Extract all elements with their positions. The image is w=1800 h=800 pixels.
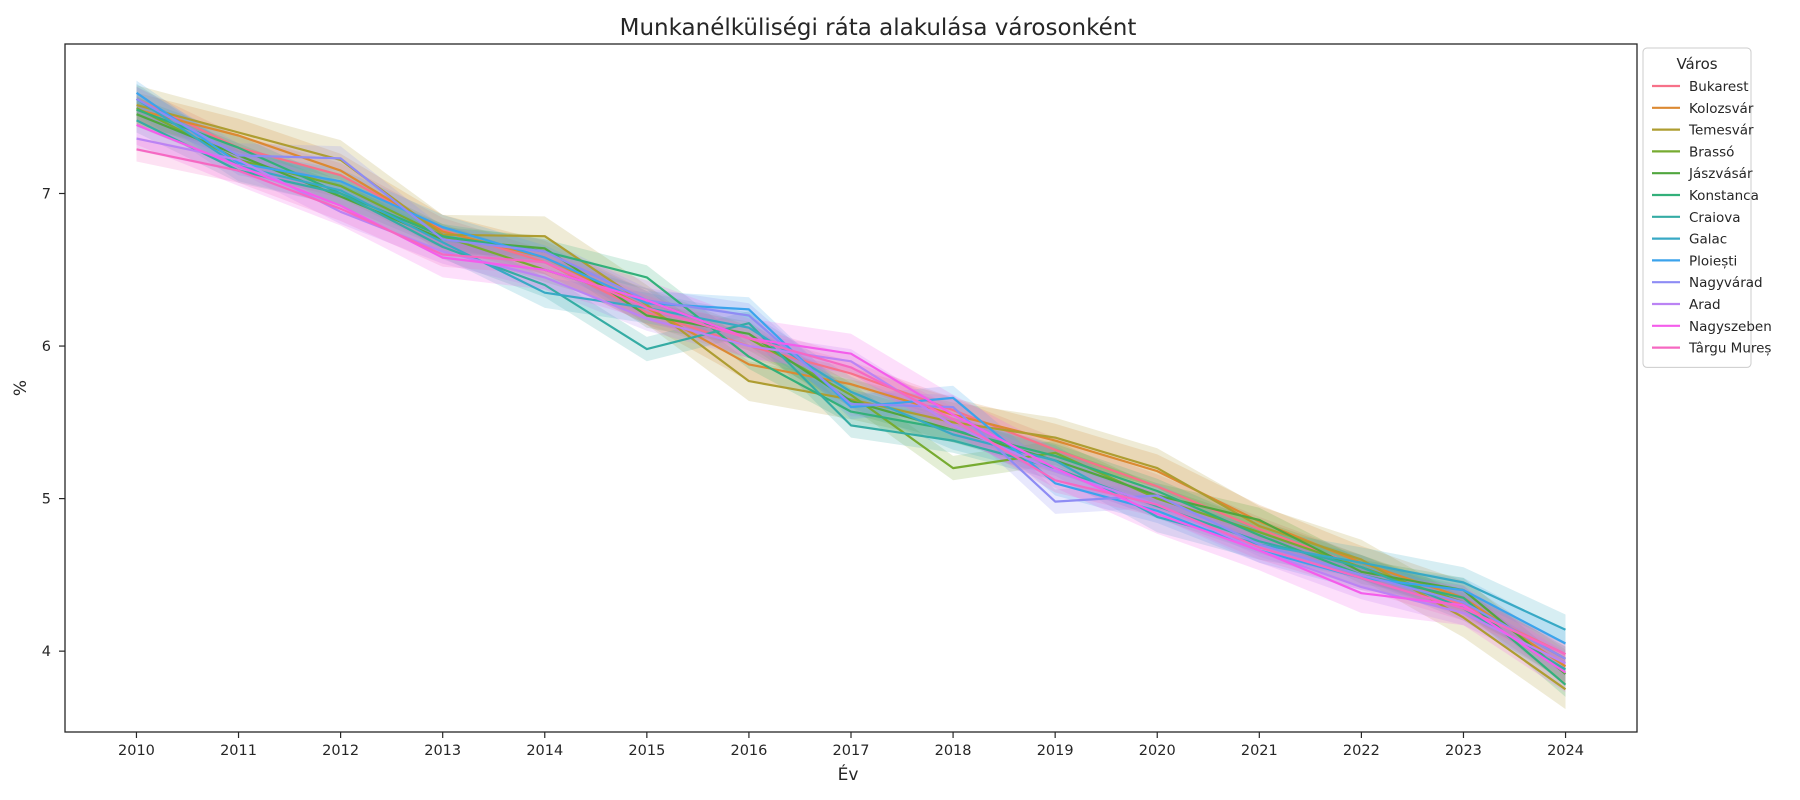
ci-band-kolozsvar <box>136 92 1566 684</box>
x-tick-label: 2014 <box>526 743 563 759</box>
ci-band-targu-mures <box>136 137 1566 667</box>
series-line-targu-mures <box>136 148 1566 656</box>
legend-label-kolozsvar: Kolozsvár <box>1689 101 1754 117</box>
x-tick-label: 2020 <box>1139 743 1176 759</box>
legend-label-jaszvasar: Jászvásár <box>1688 166 1753 182</box>
series-line-nagyvarad <box>135 97 1567 660</box>
legend-label-craiova: Craiova <box>1689 210 1741 226</box>
x-tick-label: 2023 <box>1445 743 1482 759</box>
x-tick-label: 2011 <box>220 743 257 759</box>
x-tick-label: 2024 <box>1547 743 1584 759</box>
legend-label-konstanca: Konstanca <box>1689 188 1759 204</box>
y-axis-label: % <box>11 380 31 396</box>
legend-title: Város <box>1676 55 1717 73</box>
ci-band-bukarest <box>136 86 1566 667</box>
ci-band-konstanca <box>136 97 1566 697</box>
legend-label-ploiesti: Ploiești <box>1689 253 1737 269</box>
chart-title: Munkanélküliségi ráta alakulása városonk… <box>620 15 1137 41</box>
x-tick-label: 2019 <box>1037 743 1074 759</box>
series-lines <box>135 91 1567 691</box>
series-line-craiova <box>136 119 1567 671</box>
y-tick-label: 5 <box>42 492 51 508</box>
legend-label-targu-mures: Târgu Mureș <box>1688 341 1771 357</box>
y-tick-label: 7 <box>42 186 51 202</box>
axes: 2010 2011 2012 2013 2014 2015 2016 2017 2018 2019… <box>42 43 1638 759</box>
x-tick-label: 2015 <box>628 743 665 759</box>
x-tick-label: 2017 <box>833 743 870 759</box>
y-tick-label: 4 <box>42 644 51 660</box>
x-tick-label: 2016 <box>730 743 767 759</box>
ci-band-temesvar <box>136 85 1566 710</box>
legend-label-nagyszeben: Nagyszeben <box>1689 319 1772 335</box>
legend-box <box>1642 47 1752 368</box>
x-tick-label: 2021 <box>1241 743 1278 759</box>
y-tick-label: 6 <box>42 339 51 355</box>
legend-label-temesvar: Temesvár <box>1688 123 1754 139</box>
series-line-galac <box>135 97 1566 631</box>
x-tick-label: 2013 <box>424 743 461 759</box>
x-tick-label: 2012 <box>322 743 359 759</box>
x-tick-label: 2022 <box>1343 743 1380 759</box>
legend[interactable]: Város Bukarest Kolozsvár Temesvár Brassó Jász… <box>1642 47 1772 368</box>
legend-label-nagyvarad: Nagyvárad <box>1689 275 1763 291</box>
legend-label-bukarest: Bukarest <box>1689 79 1749 95</box>
x-tick-label: 2010 <box>118 743 155 759</box>
x-axis-label: Év <box>838 763 859 785</box>
legend-label-galac: Galac <box>1689 232 1727 248</box>
x-tick-label: 2018 <box>935 743 972 759</box>
ci-band-nagyszeben <box>136 105 1566 693</box>
legend-label-brasso: Brassó <box>1689 144 1734 160</box>
legend-label-arad: Arad <box>1689 297 1721 313</box>
